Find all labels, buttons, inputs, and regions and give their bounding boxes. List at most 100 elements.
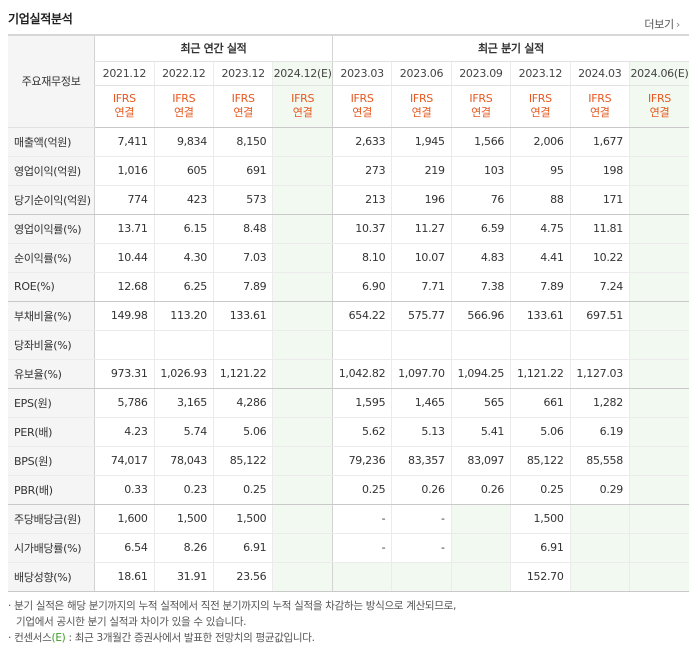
table-cell: 88 (510, 185, 571, 215)
table-cell (628, 417, 689, 447)
period-header: 2023.06 (391, 61, 452, 86)
basis-scope: 연결 (352, 106, 372, 119)
panel-header: 기업실적분석 더보기 › (8, 8, 686, 32)
table-cell (628, 156, 689, 186)
footnote-consensus: · 컨센서스(E) : 최근 3개월간 증권사에서 발표한 전망치의 평균값입니… (8, 632, 315, 644)
table-cell: 0.26 (450, 475, 511, 505)
table-cell: 0.29 (569, 475, 630, 505)
more-label: 더보기 (644, 18, 674, 31)
chevron-right-icon: › (675, 18, 680, 31)
table-cell (450, 562, 511, 592)
table-cell: 10.22 (569, 243, 630, 273)
basis-header: IFRS 연결 (94, 85, 155, 128)
table-cell: 6.90 (331, 272, 392, 302)
table-cell: 1,016 (94, 156, 155, 186)
table-cell: 149.98 (94, 301, 155, 331)
table-cell: 6.91 (510, 533, 571, 563)
table-cell: 6.91 (212, 533, 273, 563)
basis-standard: IFRS (528, 92, 552, 105)
basis-scope: 연결 (173, 106, 194, 119)
table-cell: 8.48 (212, 214, 273, 244)
table-cell: 973.31 (94, 359, 155, 389)
table-row: PER(배) 4.23 5.74 5.06 5.62 5.13 5.41 5.06 6.19 (8, 417, 689, 447)
table-cell: 83,097 (450, 446, 511, 476)
table-cell: 6.25 (153, 272, 214, 302)
table-cell: 654.22 (331, 301, 392, 331)
footnote-consensus-label: 컨센서스 (14, 632, 52, 644)
table-cell: - (331, 504, 392, 534)
table-cell: 697.51 (569, 301, 630, 331)
footnote-line-1: 분기 실적은 해당 분기까지의 누적 실적에서 직전 분기까지의 누적 실적을 … (14, 600, 457, 612)
table-cell (272, 562, 333, 592)
table-cell: 1,500 (153, 504, 214, 534)
table-cell: 5.62 (331, 417, 392, 447)
table-cell: 85,122 (212, 446, 273, 476)
period-header: 2023.09 (450, 61, 511, 86)
table-cell: 2,006 (510, 127, 571, 157)
basis-header: IFRS 연결 (331, 85, 392, 128)
table-row: PBR(배) 0.33 0.23 0.25 0.25 0.26 0.26 0.25 0.29 (8, 475, 689, 505)
basis-standard: IFRS (409, 92, 433, 105)
basis-scope: 연결 (471, 106, 491, 119)
period-header-row: 2021.12 2022.12 2023.12 2024.12(E) 2023.03 20… (8, 61, 689, 86)
basis-header: IFRS 연결 (272, 85, 333, 128)
table-cell: 1,945 (391, 127, 452, 157)
basis-standard: IFRS (647, 92, 671, 105)
table-cell: 1,566 (450, 127, 511, 157)
table-cell: 12.68 (94, 272, 155, 302)
table-cell: 95 (510, 156, 571, 186)
table-row: BPS(원) 74,017 78,043 85,122 79,236 83,357 83,0… (8, 446, 689, 476)
basis-standard: IFRS (350, 92, 374, 105)
period-header: 2023.03 (331, 61, 392, 86)
basis-standard: IFRS (112, 92, 136, 105)
more-link[interactable]: 더보기 › (644, 16, 680, 32)
table-cell (272, 446, 333, 476)
table-cell: 7.71 (391, 272, 452, 302)
table-cell: 5,786 (94, 388, 155, 418)
quarter-group-header: 최근 분기 실적 (331, 34, 689, 62)
row-label: 순이익률(%) (8, 243, 95, 273)
table-cell (94, 330, 155, 360)
table-cell: 2,633 (331, 127, 392, 157)
period-header: 2023.12 (510, 61, 571, 86)
footnote-estimate-mark: (E) (51, 632, 66, 644)
table-cell (628, 185, 689, 215)
table-cell (628, 359, 689, 389)
table-cell: 273 (331, 156, 392, 186)
table-row: 매출액(억원) 7,411 9,834 8,150 2,633 1,945 1,566 2,0… (8, 127, 689, 157)
row-label: PBR(배) (8, 475, 95, 505)
table-cell: 573 (212, 185, 273, 215)
basis-scope: 연결 (292, 106, 313, 119)
row-label: 주당배당금(원) (8, 504, 95, 534)
table-cell: 8,150 (212, 127, 273, 157)
basis-scope: 연결 (649, 106, 670, 119)
table-cell: 565 (450, 388, 511, 418)
table-cell (628, 272, 689, 302)
table-cell: 219 (391, 156, 452, 186)
table-cell: 1,026.93 (153, 359, 214, 389)
table-cell (391, 330, 452, 360)
table-cell: 9,834 (153, 127, 214, 157)
table-cell: 196 (391, 185, 452, 215)
table-cell: 83,357 (391, 446, 452, 476)
table-cell (628, 330, 689, 360)
table-cell (450, 533, 511, 563)
table-cell (272, 533, 333, 563)
table-cell: 0.25 (212, 475, 273, 505)
table-cell: 198 (569, 156, 630, 186)
row-label: 영업이익(억원) (8, 156, 95, 186)
basis-standard: IFRS (231, 92, 255, 105)
table-cell: 23.56 (212, 562, 273, 592)
table-row: EPS(원) 5,786 3,165 4,286 1,595 1,465 565 661 1,2… (8, 388, 689, 418)
table-row: 당좌비율(%) (8, 330, 689, 360)
table-cell (272, 214, 333, 244)
table-cell (272, 475, 333, 505)
table-cell: 7.89 (510, 272, 571, 302)
table-cell: 4.23 (94, 417, 155, 447)
table-cell: 11.27 (391, 214, 452, 244)
table-cell (628, 214, 689, 244)
row-label: BPS(원) (8, 446, 95, 476)
table-cell (569, 533, 630, 563)
table-cell: 6.19 (569, 417, 630, 447)
basis-scope: 연결 (233, 106, 253, 119)
